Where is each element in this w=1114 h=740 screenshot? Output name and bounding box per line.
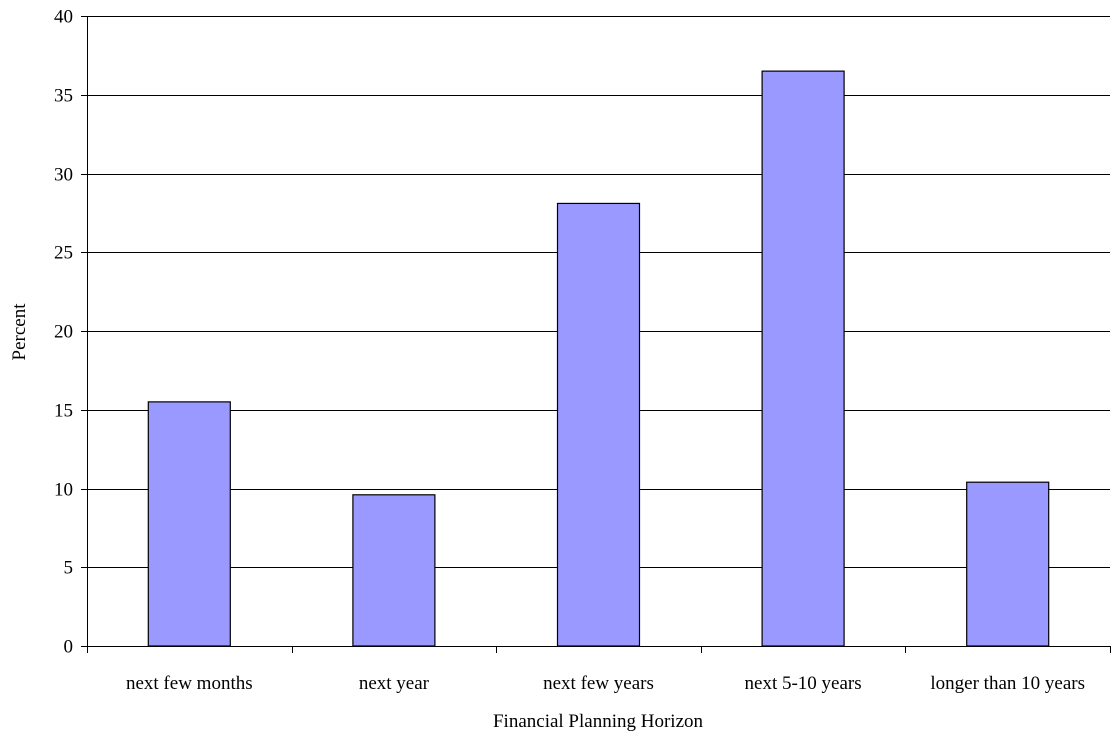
x-tick-label-0: next few months <box>126 673 253 694</box>
y-tick-label-5: 5 <box>64 558 74 579</box>
bar-next-few-months <box>147 401 231 647</box>
x-tick-label-2: next few years <box>543 673 654 694</box>
x-tick-label-4: longer than 10 years <box>930 673 1085 694</box>
x-tick-label-3: next 5-10 years <box>745 673 862 694</box>
y-axis-title: Percent <box>9 303 30 361</box>
bar-longer-than-10-years <box>966 481 1050 647</box>
bar-next-5-10-years <box>761 70 845 647</box>
x-axis-title: Financial Planning Horizon <box>493 711 704 732</box>
y-tick-label-20: 20 <box>54 322 73 343</box>
y-tick-label-25: 25 <box>54 243 73 264</box>
y-tick-label-35: 35 <box>54 86 73 107</box>
bar-next-few-years <box>556 202 641 647</box>
tick-labels: 0 5 10 15 20 25 30 35 40 next few months next year… <box>54 7 1085 695</box>
x-tick-label-1: next year <box>359 673 430 694</box>
bar-next-year <box>352 494 436 647</box>
y-tick-label-15: 15 <box>54 401 73 422</box>
y-tick-label-40: 40 <box>54 7 73 28</box>
y-tick-label-0: 0 <box>64 637 74 658</box>
y-tick-label-30: 30 <box>54 165 73 186</box>
y-tick-label-10: 10 <box>54 480 73 501</box>
bars <box>147 70 1050 647</box>
